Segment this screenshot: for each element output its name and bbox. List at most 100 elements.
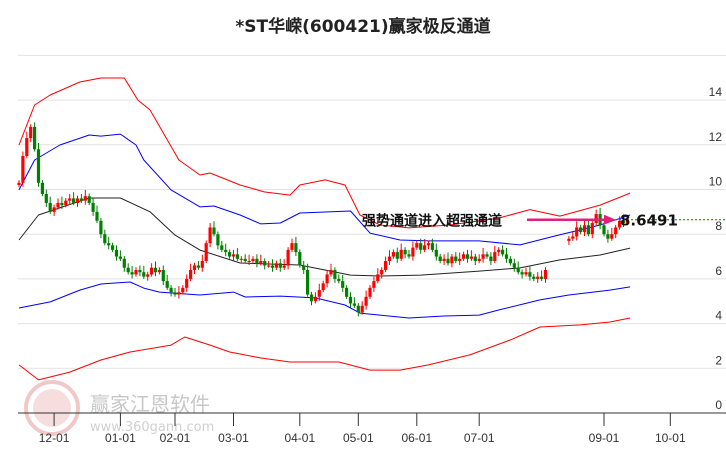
candle-down: [220, 245, 224, 250]
candle-up: [387, 256, 392, 262]
candle-down: [434, 249, 438, 257]
x-tick-label: 07-01: [464, 431, 495, 445]
candle-down: [72, 198, 76, 203]
x-tick-label: 10-01: [655, 431, 686, 445]
x-tick-label: 03-01: [218, 431, 249, 445]
candle-down: [395, 252, 399, 259]
candle-down: [341, 281, 345, 288]
candle-up: [567, 238, 571, 241]
candle-down: [36, 149, 41, 183]
candle-up: [267, 265, 271, 267]
candle-up: [189, 269, 193, 279]
annotation-value: 8.6491: [620, 212, 678, 230]
candle-up: [477, 258, 481, 262]
candle-up: [391, 252, 395, 257]
candle-up: [157, 269, 161, 273]
candle-down: [138, 269, 142, 273]
watermark: 赢家江恩软件 www.360gann.com: [22, 378, 222, 438]
candle-down: [216, 234, 220, 246]
candle-up: [575, 227, 579, 237]
candle-up: [493, 252, 497, 262]
candle-up: [384, 261, 388, 270]
candle-up: [399, 249, 403, 259]
candle-up: [380, 269, 384, 275]
candle-up: [360, 305, 364, 313]
candle-down: [302, 265, 306, 270]
candle-down: [501, 249, 505, 255]
candle-up: [21, 155, 25, 183]
candle-up: [469, 256, 473, 259]
candle-up: [64, 200, 68, 206]
candle-up: [582, 225, 587, 232]
candle-down: [114, 249, 119, 257]
candle-down: [87, 196, 91, 203]
candle-down: [126, 267, 130, 273]
candle-down: [169, 287, 173, 293]
candle-up: [329, 269, 333, 275]
candle-down: [298, 252, 302, 266]
candle-up: [146, 274, 150, 277]
candle-down: [95, 211, 99, 221]
band-line-upper-red: [18, 77, 631, 229]
candle-down: [473, 256, 477, 262]
candle-up: [415, 243, 419, 248]
x-tick-label: 12-01: [39, 431, 70, 445]
candle-up: [313, 296, 317, 302]
candle-up: [442, 258, 446, 262]
candle-down: [348, 296, 353, 304]
candle-up: [325, 274, 329, 284]
candle-up: [481, 254, 485, 259]
y-tick-label: 6: [715, 264, 722, 278]
candle-up: [426, 243, 431, 246]
candle-down: [337, 278, 341, 282]
candle-up: [204, 243, 208, 262]
candle-down: [161, 269, 165, 282]
candle-down: [465, 254, 470, 259]
candle-up: [497, 249, 501, 253]
candle-up: [83, 196, 87, 201]
candle-up: [29, 126, 33, 139]
candle-up: [536, 276, 540, 279]
candle-down: [306, 269, 310, 295]
candle-down: [309, 294, 314, 302]
candle-up: [68, 198, 72, 201]
candle-up: [259, 261, 263, 264]
x-tick-label: 09-01: [589, 431, 620, 445]
candle-up: [368, 287, 372, 297]
candle-down: [130, 272, 134, 275]
candle-up: [524, 272, 528, 275]
candle-down: [44, 193, 48, 203]
chart-title: *ST华嵘(600421)赢家极反通道: [235, 17, 491, 37]
band-line-middle-black: [18, 197, 631, 277]
candle-down: [278, 263, 282, 268]
candle-down: [228, 252, 232, 257]
candle-down: [165, 281, 169, 288]
candle-up: [458, 258, 462, 262]
candle-down: [606, 234, 610, 239]
candle-up: [290, 243, 294, 250]
candle-up: [247, 261, 251, 263]
candle-up: [239, 258, 243, 260]
candle-down: [91, 202, 95, 212]
candle-down: [345, 287, 349, 297]
y-tick-label: 12: [709, 130, 723, 144]
candle-down: [255, 258, 259, 264]
candle-down: [118, 256, 122, 259]
candle-down: [103, 234, 107, 244]
x-tick-label: 06-01: [401, 431, 432, 445]
candle-up: [450, 256, 454, 264]
x-tick-label: 01-01: [105, 431, 136, 445]
candle-up: [185, 278, 189, 288]
arrow-head-icon: [604, 214, 616, 225]
y-tick-label: 14: [709, 85, 723, 99]
candle-down: [48, 202, 52, 212]
y-tick-label: 10: [709, 175, 723, 189]
candle-down: [438, 256, 442, 262]
candle-up: [274, 263, 278, 268]
candle-down: [40, 182, 44, 194]
candle-down: [419, 243, 423, 250]
candle-down: [352, 303, 356, 306]
watermark-name: 赢家江恩软件: [90, 392, 210, 416]
candle-down: [33, 126, 37, 150]
